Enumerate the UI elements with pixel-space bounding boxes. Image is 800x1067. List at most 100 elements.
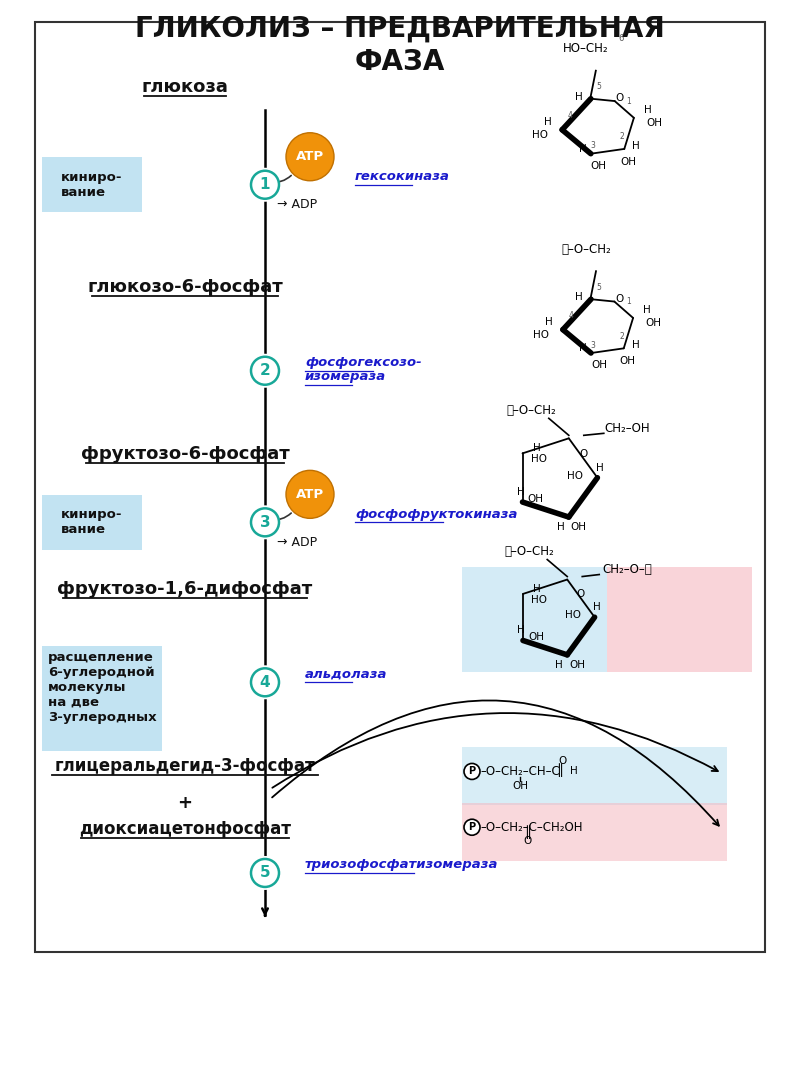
Circle shape xyxy=(286,471,334,519)
Text: альдолаза: альдолаза xyxy=(305,668,387,681)
Circle shape xyxy=(251,508,279,537)
Text: ГЛИКОЛИЗ – ПРЕДВАРИТЕЛЬНАЯ: ГЛИКОЛИЗ – ПРЕДВАРИТЕЛЬНАЯ xyxy=(135,15,665,43)
Text: → ADP: → ADP xyxy=(277,198,317,211)
Text: O: O xyxy=(577,589,585,600)
Text: H: H xyxy=(517,625,525,636)
Text: OH: OH xyxy=(570,659,586,670)
Text: 4: 4 xyxy=(568,111,573,121)
Bar xyxy=(42,495,142,550)
Text: P: P xyxy=(469,823,475,832)
Text: O: O xyxy=(579,449,587,459)
Text: 4: 4 xyxy=(569,312,574,320)
Text: фосфогексозо-: фосфогексозо- xyxy=(305,356,422,369)
Text: OH: OH xyxy=(591,360,607,370)
Text: ФАЗА: ФАЗА xyxy=(355,48,445,76)
Text: OH: OH xyxy=(512,781,528,792)
Text: Ⓟ–O–CH₂: Ⓟ–O–CH₂ xyxy=(561,242,611,256)
Text: HO: HO xyxy=(532,130,548,140)
Text: O: O xyxy=(616,93,624,103)
Text: HO: HO xyxy=(531,595,547,605)
Text: H: H xyxy=(632,340,640,350)
Text: гексокиназа: гексокиназа xyxy=(355,171,450,184)
Circle shape xyxy=(251,171,279,198)
Circle shape xyxy=(248,354,282,387)
Circle shape xyxy=(248,168,282,202)
Text: H: H xyxy=(533,444,540,453)
Text: глюкозо-6-фосфат: глюкозо-6-фосфат xyxy=(87,278,283,296)
Text: фруктозо-1,6-дифосфат: фруктозо-1,6-дифосфат xyxy=(58,580,313,599)
Text: OH: OH xyxy=(591,161,607,171)
Text: 2: 2 xyxy=(260,363,270,378)
Text: 2: 2 xyxy=(619,332,624,340)
Text: OH: OH xyxy=(620,356,636,366)
Text: H: H xyxy=(644,105,652,115)
Text: O: O xyxy=(524,837,532,846)
Text: фосфофруктокиназа: фосфофруктокиназа xyxy=(355,508,518,521)
Text: HO–CH₂: HO–CH₂ xyxy=(563,43,609,55)
Circle shape xyxy=(464,764,480,779)
Text: 5: 5 xyxy=(597,283,602,291)
Text: глюкоза: глюкоза xyxy=(142,78,229,96)
Text: OH: OH xyxy=(527,494,543,504)
Text: изомераза: изомераза xyxy=(305,370,386,383)
Text: диоксиацетонфосфат: диоксиацетонфосфат xyxy=(79,821,291,839)
Text: ATP: ATP xyxy=(296,488,324,500)
Text: CH₂–O–Ⓟ: CH₂–O–Ⓟ xyxy=(602,563,652,576)
Text: +: + xyxy=(178,794,193,812)
Text: P: P xyxy=(469,766,475,777)
Bar xyxy=(42,646,162,750)
Text: H: H xyxy=(643,305,651,315)
Text: OH: OH xyxy=(646,117,662,128)
Text: Ⓟ–O–CH₂: Ⓟ–O–CH₂ xyxy=(504,545,554,558)
Text: ∥: ∥ xyxy=(556,764,563,778)
Bar xyxy=(462,568,607,672)
Text: 1: 1 xyxy=(626,97,631,107)
Text: H: H xyxy=(593,602,601,612)
Text: глицеральдегид-3-фосфат: глицеральдегид-3-фосфат xyxy=(54,757,315,775)
Text: H: H xyxy=(570,766,578,777)
Text: 4: 4 xyxy=(260,674,270,689)
Circle shape xyxy=(248,856,282,890)
Text: H: H xyxy=(633,141,640,150)
Text: H: H xyxy=(575,92,582,101)
Text: 5: 5 xyxy=(596,82,602,91)
Text: 1: 1 xyxy=(260,177,270,192)
Text: 3: 3 xyxy=(590,141,595,150)
Text: Ⓟ–O–CH₂: Ⓟ–O–CH₂ xyxy=(506,403,556,417)
Text: H: H xyxy=(579,343,587,353)
Text: OH: OH xyxy=(645,318,661,328)
Text: H: H xyxy=(545,317,553,327)
Text: H: H xyxy=(579,144,586,154)
Text: 1: 1 xyxy=(626,298,630,306)
Text: –O–CH₂–C–CH₂OH: –O–CH₂–C–CH₂OH xyxy=(480,821,582,833)
Text: ATP: ATP xyxy=(296,150,324,163)
Text: H: H xyxy=(595,463,603,473)
Circle shape xyxy=(248,506,282,539)
Text: триозофосфатизомераза: триозофосфатизомераза xyxy=(305,859,498,872)
Bar xyxy=(462,748,727,806)
Text: H: H xyxy=(544,116,552,127)
Text: киниро-
вание: киниро- вание xyxy=(62,171,122,198)
Circle shape xyxy=(251,356,279,385)
Text: киниро-
вание: киниро- вание xyxy=(62,508,122,537)
Text: HO: HO xyxy=(530,455,546,464)
Text: OH: OH xyxy=(528,633,544,642)
Text: OH: OH xyxy=(620,157,636,166)
Text: расщепление
6-углеродной
молекулы
на две
3-углеродных: расщепление 6-углеродной молекулы на две… xyxy=(48,651,156,723)
Circle shape xyxy=(251,668,279,697)
Text: O: O xyxy=(615,293,623,303)
Text: HO: HO xyxy=(533,330,549,339)
Text: OH: OH xyxy=(570,522,586,532)
Text: HO: HO xyxy=(565,610,581,620)
Text: 5: 5 xyxy=(260,865,270,880)
Text: 3: 3 xyxy=(590,340,595,350)
Text: H: H xyxy=(557,522,565,532)
Text: HO: HO xyxy=(567,471,583,481)
Bar xyxy=(607,568,752,672)
Text: ∥: ∥ xyxy=(525,825,531,840)
Bar xyxy=(42,157,142,212)
Text: H: H xyxy=(555,659,563,670)
Text: –O–CH₂–CH–C: –O–CH₂–CH–C xyxy=(480,765,560,778)
Circle shape xyxy=(248,666,282,699)
Circle shape xyxy=(286,132,334,180)
